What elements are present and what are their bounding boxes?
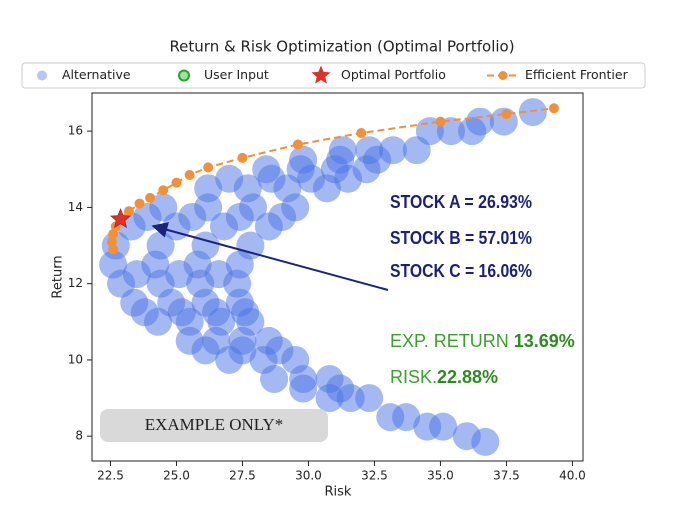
alternative-point (334, 164, 363, 193)
expected-return: EXP. RETURN 13.69% (390, 331, 575, 351)
frontier-point (108, 244, 119, 255)
x-tick-label: 30.0 (295, 469, 322, 483)
plot-frame (91, 92, 584, 462)
chart-title: Return & Risk Optimization (Optimal Port… (169, 38, 514, 56)
frontier-point (203, 162, 214, 173)
frontier-point (145, 192, 156, 203)
frontier-point (548, 103, 559, 114)
frontier-point (501, 108, 512, 119)
legend-marker (178, 69, 190, 82)
y-axis-label: Return (51, 255, 66, 298)
alternative-point (143, 307, 172, 336)
frontier-point (356, 128, 367, 139)
x-tick-label: 25.0 (163, 469, 190, 483)
stock-weight: STOCK C = 16.06% (390, 261, 532, 281)
plot-area (99, 98, 559, 456)
alternative-point (518, 98, 547, 127)
y-tick-label: 16 (68, 124, 83, 138)
stock-weight: STOCK A = 26.93% (390, 192, 532, 212)
expected-return-label: EXP. RETURN (390, 331, 509, 351)
frontier-point (237, 152, 248, 163)
legend-marker (498, 71, 508, 80)
alternative-point (402, 136, 431, 165)
x-tick-label: 35.0 (427, 469, 454, 483)
x-tick-label: 40.0 (559, 469, 586, 483)
frontier-point (184, 169, 195, 180)
frontier-point (134, 198, 145, 209)
frontier-point (106, 236, 117, 247)
stamp-box (100, 409, 328, 442)
x-tick-label: 37.5 (493, 469, 520, 483)
risk-label: RISK. (390, 367, 437, 387)
alternative-point (315, 384, 344, 413)
alternative-point (254, 212, 283, 241)
y-tick-label: 12 (68, 276, 83, 290)
frontier-point (292, 139, 303, 150)
stock-weight: STOCK B = 57.01% (390, 228, 532, 248)
alternative-point (260, 365, 289, 394)
legend-label: Alternative (62, 67, 131, 82)
x-tick-label: 27.5 (229, 469, 256, 483)
alternative-point (289, 374, 318, 403)
y-tick-label: 8 (75, 429, 83, 443)
legend-label: User Input (204, 67, 269, 82)
alternative-point (392, 403, 421, 432)
x-tick-label: 22.5 (97, 469, 124, 483)
alternative-point (215, 345, 244, 374)
x-axis-label: Risk (325, 485, 352, 500)
frontier-point (171, 177, 182, 188)
alternative-point (429, 412, 458, 441)
risk-value: 22.88% (437, 367, 498, 387)
legend-label: Optimal Portfolio (341, 67, 446, 82)
y-tick-label: 14 (68, 200, 83, 214)
alternative-point (312, 174, 341, 203)
legend-box (21, 62, 646, 89)
risk: RISK.22.88% (390, 367, 498, 387)
y-tick-label: 10 (68, 352, 83, 366)
alternative-point (191, 336, 220, 365)
frontier-point (108, 229, 119, 240)
frontier-point (123, 206, 134, 217)
alternative-point (209, 212, 238, 241)
frontier-point (435, 116, 446, 127)
alternative-point (355, 384, 384, 413)
legend-label: Efficient Frontier (525, 67, 629, 82)
expected-return-value: 13.69% (514, 331, 575, 351)
optimal-point (110, 208, 131, 229)
stamp: EXAMPLE ONLY* (145, 415, 284, 434)
x-tick-label: 32.5 (361, 469, 388, 483)
legend-marker (311, 65, 331, 84)
frontier-point (158, 185, 169, 196)
alternative-point (458, 117, 487, 146)
annotation-arrow (151, 222, 389, 291)
legend-marker (37, 70, 47, 81)
alternative-point (471, 427, 500, 456)
